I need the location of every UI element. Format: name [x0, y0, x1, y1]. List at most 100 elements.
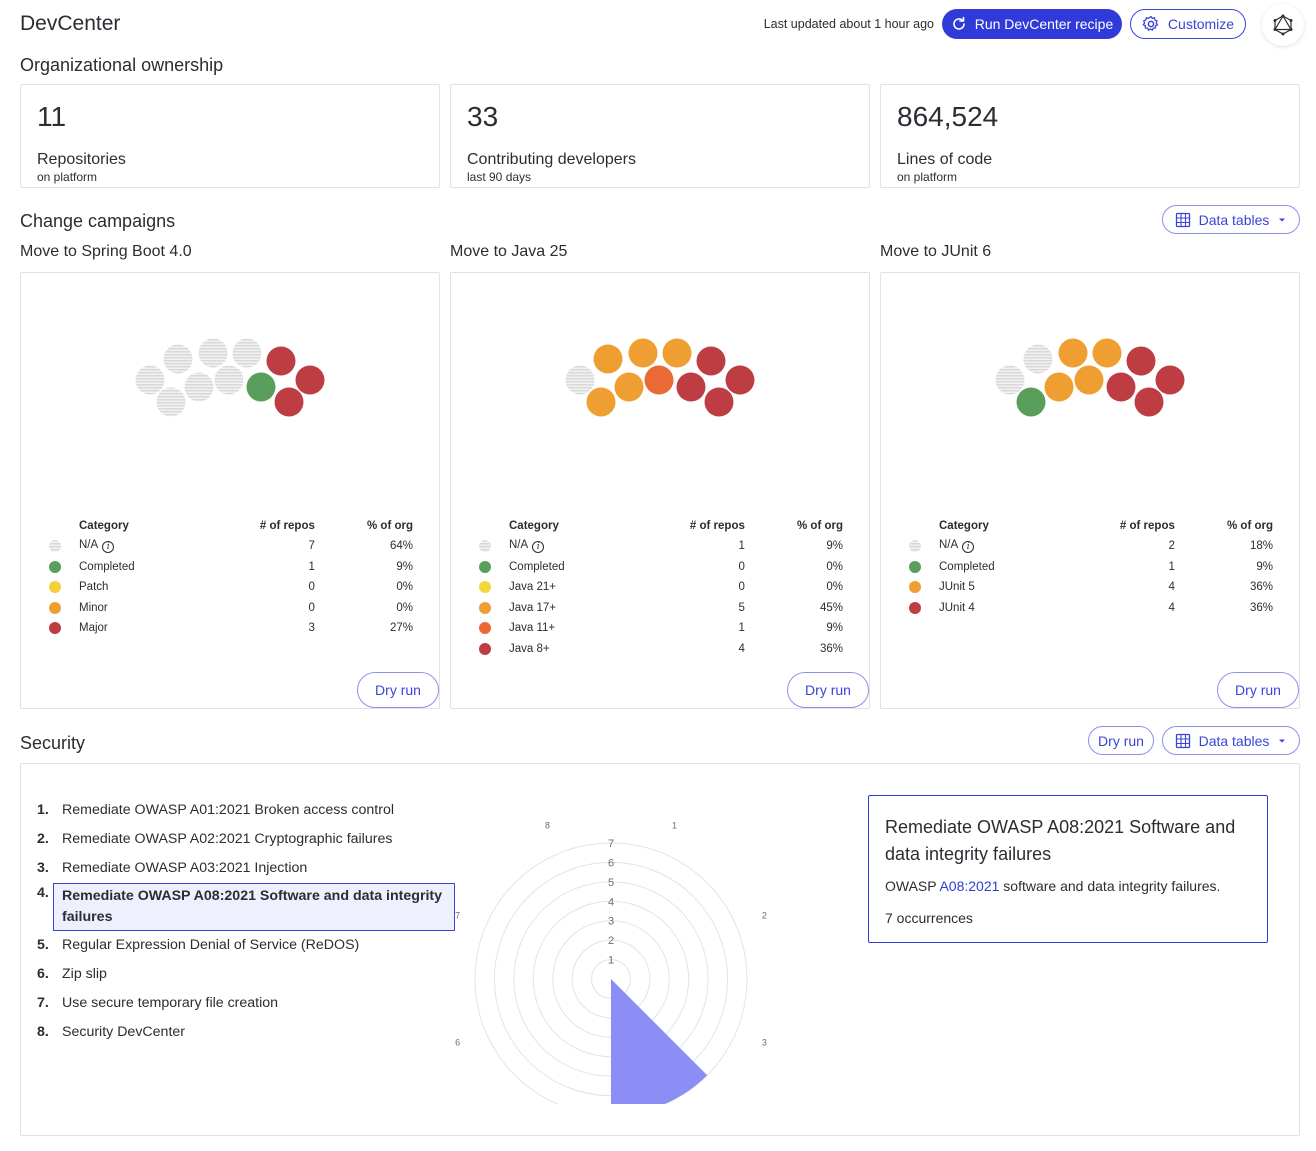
repo-bubble[interactable] [232, 338, 262, 368]
repo-bubble[interactable] [662, 338, 692, 368]
radar-sector-label: 1 [672, 821, 677, 831]
legend-swatch-cell [47, 577, 79, 598]
stat-label: Repositories [37, 151, 126, 168]
repo-bubble[interactable] [274, 387, 304, 417]
campaigns-data-tables-button[interactable]: Data tables [1162, 205, 1300, 234]
legend-row: Java 17+ 5 45% [477, 598, 843, 619]
security-radar-chart: 123456712345678 [455, 821, 767, 1104]
recipe-label: Security DevCenter [62, 1024, 186, 1040]
app-title: DevCenter [20, 12, 121, 35]
security-title: Security [20, 733, 86, 753]
table-icon [1175, 212, 1190, 227]
legend-row: Java 21+ 0 0% [477, 577, 843, 598]
run-recipe-button[interactable]: Run DevCenter recipe [942, 9, 1122, 39]
repo-bubble[interactable] [725, 365, 755, 395]
security-recipe-item[interactable]: 3. Remediate OWASP A03:2021 Injection [37, 858, 455, 887]
repo-bubble[interactable] [295, 365, 325, 395]
legend-swatch-cell [907, 536, 939, 557]
repo-bubble[interactable] [586, 387, 616, 417]
repo-bubble[interactable] [1134, 387, 1164, 417]
repo-bubble[interactable] [995, 365, 1025, 395]
info-icon[interactable]: i [962, 541, 975, 554]
recipe-number: 6. [37, 966, 49, 982]
legend-category-cell: Completed [509, 557, 628, 578]
repo-bubble[interactable] [135, 365, 165, 395]
repo-bubble[interactable] [163, 344, 193, 374]
security-recipe-item[interactable]: 8. Security DevCenter [37, 1022, 455, 1051]
repo-bubble[interactable] [696, 346, 726, 376]
repo-bubble[interactable] [1044, 372, 1074, 402]
repo-bubble[interactable] [266, 346, 296, 376]
security-recipe-item[interactable]: 7. Use secure temporary file creation [37, 993, 455, 1022]
legend-pct: 0% [826, 581, 843, 594]
info-icon[interactable]: i [102, 541, 115, 554]
ownership-title: Organizational ownership [20, 55, 224, 75]
repo-bubble[interactable] [614, 372, 644, 402]
dry-run-button[interactable]: Dry run [787, 672, 869, 708]
security-recipe-item[interactable]: 1. Remediate OWASP A01:2021 Broken access… [37, 800, 455, 829]
repo-bubble[interactable] [644, 365, 674, 395]
legend-repos: 3 [308, 622, 315, 635]
legend-category: Minor [79, 601, 108, 614]
radar-ring-label: 2 [608, 935, 614, 947]
legend-category-cell: Java 17+ [509, 598, 628, 619]
repo-bubble[interactable] [1058, 338, 1088, 368]
legend-swatch-cell [477, 639, 509, 660]
security-data-tables-button[interactable]: Data tables [1162, 726, 1300, 755]
repo-bubble[interactable] [156, 387, 186, 417]
recipe-number: 2. [37, 831, 49, 847]
recipe-label: Remediate OWASP A08:2021 Software and da… [53, 883, 455, 931]
legend-header-pct: % of org [367, 520, 413, 532]
legend-swatch-cell [907, 577, 939, 598]
repo-bubble[interactable] [676, 372, 706, 402]
repo-bubble[interactable] [565, 365, 595, 395]
radar-sector-label: 8 [545, 821, 550, 831]
legend-category: Java 17+ [509, 601, 556, 614]
radar-sector-label: 6 [455, 1038, 460, 1048]
repo-bubble[interactable] [1106, 372, 1136, 402]
repo-bubble[interactable] [1092, 338, 1122, 368]
repo-bubble[interactable] [246, 372, 276, 402]
security-recipe-item[interactable]: 4. Remediate OWASP A08:2021 Software and … [37, 883, 455, 935]
dry-run-button[interactable]: Dry run [1217, 672, 1299, 708]
repo-bubble[interactable] [1016, 387, 1046, 417]
repo-bubble[interactable] [1155, 365, 1185, 395]
repo-bubble[interactable] [1074, 365, 1104, 395]
security-recipe-item[interactable]: 6. Zip slip [37, 964, 455, 993]
customize-button[interactable]: Customize [1130, 9, 1246, 39]
radar-ring-label: 4 [608, 896, 614, 908]
detail-desc-link[interactable]: A08:2021 [939, 878, 1000, 894]
campaign-card: Category # of repos % of org N/A i 7 64% Comple… [20, 272, 440, 709]
repo-bubble[interactable] [1023, 344, 1053, 374]
campaign-card: Category # of repos % of org N/A i 1 9% Complet… [450, 272, 870, 709]
legend-pct: 9% [826, 622, 843, 635]
repo-bubble[interactable] [198, 338, 228, 368]
legend-category: Completed [79, 560, 135, 573]
repo-bubble[interactable] [628, 338, 658, 368]
info-icon[interactable]: i [532, 541, 545, 554]
last-updated-text: Last updated about 1 hour ago [763, 17, 934, 31]
repo-bubble-chart [565, 338, 755, 417]
detail-description: OWASP A08:2021 software and data integri… [885, 878, 1251, 894]
legend-category-cell: N/A i [939, 536, 1058, 557]
repo-bubble[interactable] [214, 365, 244, 395]
graphql-button[interactable] [1262, 4, 1304, 46]
repo-bubble[interactable] [1126, 346, 1156, 376]
security-recipe-item[interactable]: 2. Remediate OWASP A02:2021 Cryptographic… [37, 829, 455, 858]
campaign-title: Move to Spring Boot 4.0 [20, 243, 192, 260]
legend-category: Patch [79, 581, 109, 594]
security-recipe-item[interactable]: 5. Regular Expression Denial of Service (… [37, 935, 455, 964]
repo-bubble[interactable] [704, 387, 734, 417]
legend-category: Completed [509, 560, 565, 573]
legend-color-dot [49, 601, 61, 614]
radar-sector[interactable] [611, 979, 708, 1104]
legend-row: JUnit 4 4 36% [907, 598, 1273, 619]
stat-card-lines-of-code: 864,524 Lines of code on platform [880, 84, 1300, 188]
legend-repos: 0 [308, 601, 315, 614]
repo-bubble[interactable] [184, 372, 214, 402]
dry-run-button[interactable]: Dry run [357, 672, 439, 708]
campaigns-title: Change campaigns [20, 211, 176, 231]
repo-bubble[interactable] [593, 344, 623, 374]
stat-card-repositories: 11 Repositories on platform [20, 84, 440, 188]
security-dry-run-button[interactable]: Dry run [1088, 726, 1154, 755]
